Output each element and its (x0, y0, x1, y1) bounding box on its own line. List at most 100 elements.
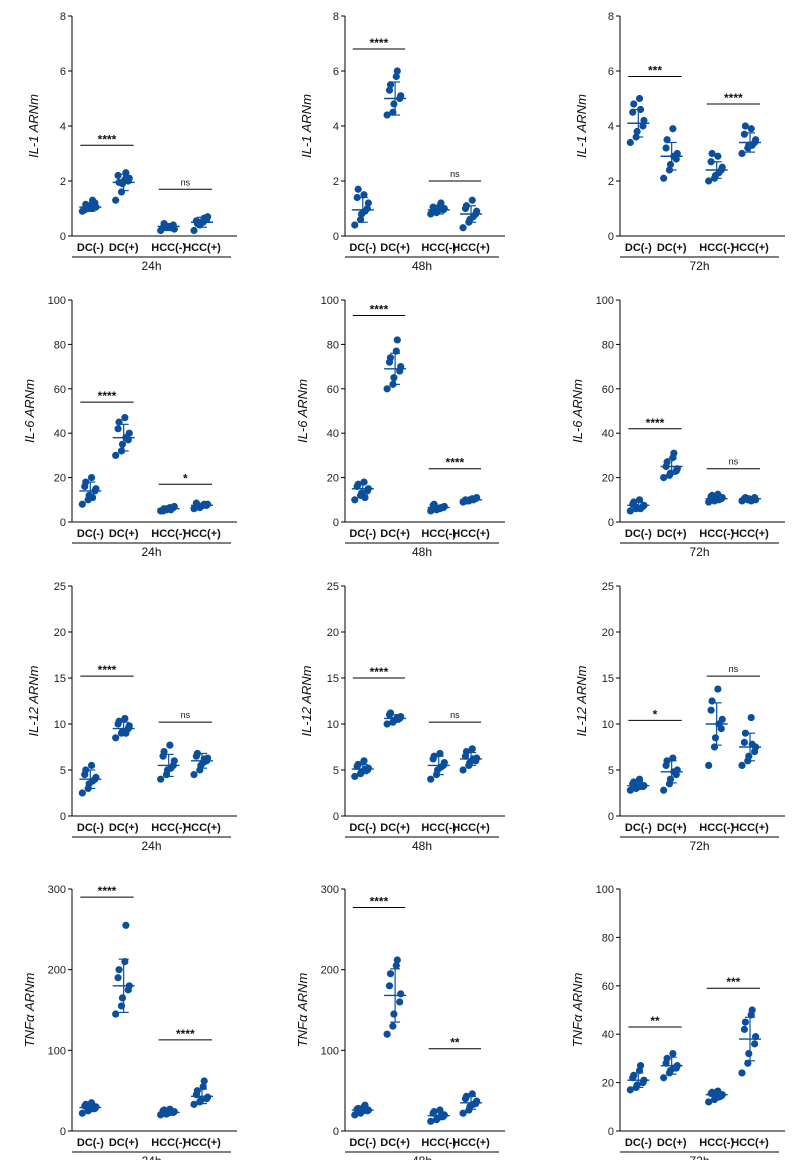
time-label: 72h (689, 545, 709, 559)
significance-label: **** (98, 884, 117, 898)
significance-label: **** (646, 416, 665, 430)
y-axis-label: IL-1 ARNm (26, 94, 41, 158)
data-point (385, 86, 394, 94)
y-tick-label: 25 (327, 581, 339, 593)
y-tick-label: 25 (54, 581, 66, 593)
data-point (87, 761, 96, 770)
data-point (705, 1098, 713, 1106)
category-label: HCC(-) (151, 1137, 186, 1149)
category-label: HCC(-) (421, 528, 456, 540)
panel-1-1: 0 2 4 6 8 IL-1 ARNm DC(-) DC(+) HCC(-)HCC(+) 24h *… (26, 11, 237, 273)
y-tick-label: 15 (54, 673, 66, 685)
category-label: DC(+) (657, 242, 687, 254)
y-tick-label: 8 (608, 11, 614, 23)
data-point (157, 775, 165, 783)
data-point (663, 458, 671, 466)
data-point (118, 994, 127, 1002)
category-label: HCC(-) (699, 528, 734, 540)
category-label: HCC(+) (452, 822, 490, 834)
data-point (122, 921, 130, 929)
data-point (630, 1071, 638, 1079)
y-tick-label: 10 (54, 719, 66, 731)
data-point (386, 709, 395, 717)
category-label: HCC(-) (151, 528, 186, 540)
data-point (666, 469, 675, 477)
panel-2-2: 0 20 40 60 80 100 IL-6 ARNm DC(-) DC(+) HCC(-)HCC… (295, 295, 505, 559)
data-point (740, 1025, 749, 1033)
data-point (462, 748, 471, 756)
data-point (386, 970, 395, 978)
data-point (635, 775, 644, 783)
data-point (383, 720, 391, 728)
y-tick-label: 0 (608, 517, 614, 529)
y-tick-label: 5 (333, 765, 339, 777)
data-point (741, 122, 750, 130)
data-point (660, 1074, 668, 1082)
data-point (663, 1054, 671, 1062)
y-axis-label: IL-12 ARNm (574, 665, 589, 736)
category-label: HCC(+) (731, 1137, 769, 1149)
data-point (626, 507, 634, 515)
y-tick-label: 10 (602, 719, 614, 731)
significance-label: * (653, 707, 658, 721)
y-tick-label: 15 (602, 673, 614, 685)
data-point (640, 116, 648, 125)
y-tick-label: 8 (333, 11, 339, 23)
data-point (166, 741, 174, 749)
data-point (397, 990, 405, 998)
data-point (392, 72, 400, 81)
category-label: HCC(+) (731, 822, 769, 834)
significance-label: ns (181, 177, 191, 187)
data-point (666, 775, 675, 783)
data-point (670, 449, 678, 457)
data-point (193, 1087, 201, 1095)
category-label: HCC(-) (421, 1137, 456, 1149)
y-tick-label: 100 (321, 295, 339, 307)
y-tick-label: 20 (327, 473, 339, 485)
data-point (708, 697, 716, 705)
data-point (459, 766, 467, 774)
y-tick-label: 10 (327, 719, 339, 731)
y-tick-label: 6 (608, 66, 614, 78)
significance-label: **** (98, 389, 117, 403)
data-point (633, 1081, 641, 1089)
y-tick-label: 200 (48, 965, 66, 977)
category-label: DC(-) (349, 242, 376, 254)
y-tick-label: 40 (602, 1029, 614, 1041)
category-label: HCC(-) (699, 242, 734, 254)
data-point (121, 414, 129, 422)
y-tick-label: 40 (54, 428, 66, 440)
y-tick-label: 0 (60, 811, 66, 823)
data-point (125, 722, 133, 730)
data-point (114, 974, 122, 982)
category-label: DC(+) (109, 1137, 139, 1149)
category-label: DC(-) (349, 1137, 376, 1149)
data-point (747, 125, 755, 133)
data-point (354, 185, 362, 193)
category-label: HCC(-) (699, 1137, 734, 1149)
data-point (630, 100, 638, 108)
data-point (635, 94, 644, 103)
y-tick-label: 0 (333, 231, 339, 243)
category-label: DC(+) (657, 1137, 687, 1149)
significance-label: **** (724, 91, 743, 105)
data-point (351, 496, 359, 504)
data-point (170, 757, 178, 765)
category-label: DC(+) (380, 1137, 410, 1149)
category-label: DC(+) (380, 242, 410, 254)
data-point (639, 122, 647, 130)
data-point (738, 761, 746, 770)
data-point (389, 1022, 397, 1030)
significance-label: ns (729, 457, 739, 467)
category-label: HCC(+) (731, 242, 769, 254)
category-label: DC(-) (625, 822, 652, 834)
y-tick-label: 4 (333, 121, 339, 133)
category-label: DC(-) (77, 528, 104, 540)
category-label: DC(-) (625, 528, 652, 540)
y-axis-label: TNFα ARNm (22, 973, 37, 1048)
category-label: DC(+) (657, 528, 687, 540)
y-axis-label: IL-6 ARNm (570, 379, 585, 443)
y-tick-label: 5 (60, 765, 66, 777)
data-point (473, 207, 481, 215)
